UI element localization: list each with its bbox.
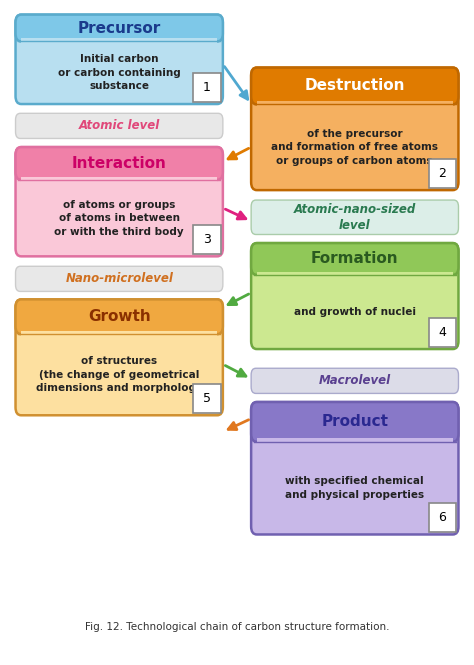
FancyBboxPatch shape: [193, 384, 220, 413]
Bar: [257, 422, 453, 442]
Text: Formation: Formation: [311, 251, 399, 267]
Text: 3: 3: [203, 233, 211, 246]
Text: of atoms or groups
of atoms in between
or with the third body: of atoms or groups of atoms in between o…: [55, 200, 184, 237]
Text: Product: Product: [321, 414, 388, 430]
Text: with specified chemical
and physical properties: with specified chemical and physical pro…: [285, 476, 424, 500]
Text: Macrolevel: Macrolevel: [319, 374, 391, 387]
FancyBboxPatch shape: [16, 113, 223, 138]
FancyBboxPatch shape: [16, 147, 223, 256]
FancyBboxPatch shape: [251, 402, 458, 442]
Text: and growth of nuclei: and growth of nuclei: [294, 307, 416, 317]
FancyBboxPatch shape: [251, 243, 458, 275]
Text: Destruction: Destruction: [305, 78, 405, 94]
Text: Atomic level: Atomic level: [79, 120, 160, 132]
FancyBboxPatch shape: [429, 503, 456, 533]
Text: Precursor: Precursor: [78, 21, 161, 35]
Bar: [257, 271, 453, 278]
Text: Initial carbon
or carbon containing
substance: Initial carbon or carbon containing subs…: [58, 54, 181, 91]
Text: 4: 4: [438, 326, 447, 339]
FancyBboxPatch shape: [251, 243, 458, 349]
FancyBboxPatch shape: [429, 318, 456, 347]
FancyBboxPatch shape: [16, 147, 223, 180]
Text: Interaction: Interaction: [72, 156, 167, 171]
Text: 5: 5: [203, 392, 211, 405]
Bar: [257, 438, 453, 445]
FancyBboxPatch shape: [16, 299, 223, 334]
Text: 2: 2: [438, 167, 447, 180]
Text: of structures
(the change of geometrical
dimensions and morphology: of structures (the change of geometrical…: [36, 356, 202, 393]
Bar: [257, 86, 453, 104]
FancyBboxPatch shape: [251, 200, 458, 235]
Bar: [21, 164, 217, 180]
Text: 1: 1: [203, 81, 211, 94]
FancyBboxPatch shape: [193, 225, 220, 254]
Text: Nano-microlevel: Nano-microlevel: [65, 273, 173, 285]
Bar: [257, 259, 453, 275]
FancyBboxPatch shape: [16, 299, 223, 415]
Bar: [21, 176, 217, 183]
Text: Atomic-nano-sized
level: Atomic-nano-sized level: [294, 203, 416, 232]
Bar: [21, 38, 217, 45]
FancyBboxPatch shape: [16, 266, 223, 291]
FancyBboxPatch shape: [251, 402, 458, 535]
FancyBboxPatch shape: [193, 73, 220, 102]
FancyBboxPatch shape: [16, 15, 223, 104]
FancyBboxPatch shape: [16, 15, 223, 41]
Bar: [21, 317, 217, 334]
Bar: [21, 331, 217, 337]
Bar: [257, 101, 453, 108]
FancyBboxPatch shape: [251, 68, 458, 104]
FancyBboxPatch shape: [429, 159, 456, 188]
Bar: [21, 28, 217, 41]
Text: Fig. 12. Technological chain of carbon structure formation.: Fig. 12. Technological chain of carbon s…: [85, 622, 389, 632]
FancyBboxPatch shape: [251, 68, 458, 190]
FancyBboxPatch shape: [251, 368, 458, 394]
Text: 6: 6: [438, 511, 447, 525]
Text: of the precursor
and formation of free atoms
or groups of carbon atoms: of the precursor and formation of free a…: [271, 128, 438, 166]
Text: Growth: Growth: [88, 309, 151, 325]
